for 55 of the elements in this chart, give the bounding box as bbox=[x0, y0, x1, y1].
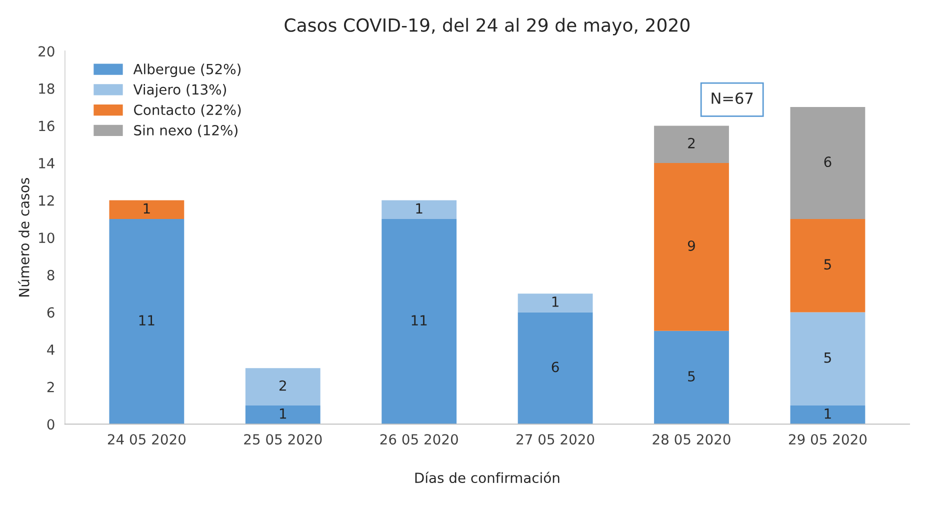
bar bbox=[109, 218, 184, 424]
x-axis-title: Días de confirmación bbox=[415, 472, 560, 484]
data-label: 2 bbox=[688, 138, 695, 148]
bar bbox=[382, 218, 457, 424]
bar bbox=[790, 107, 866, 219]
bar bbox=[109, 200, 184, 219]
data-label: 5 bbox=[824, 352, 831, 363]
y-tick-label: 4 bbox=[47, 344, 54, 355]
data-label: 1 bbox=[144, 203, 150, 214]
bar bbox=[654, 330, 729, 424]
bar bbox=[518, 312, 593, 424]
annotation: N=67 bbox=[712, 92, 753, 104]
legend-label: Contacto (22%) bbox=[134, 104, 241, 117]
bar bbox=[790, 218, 866, 312]
x-tick-label: 27 05 2020 bbox=[516, 434, 594, 445]
legend-label: Sin nexo (12%) bbox=[134, 124, 238, 138]
bar bbox=[382, 200, 457, 219]
x-tick-label: 29 05 2020 bbox=[788, 434, 867, 445]
legend-label: Viajero (13%) bbox=[133, 84, 226, 98]
x-tick-label: 28 05 2020 bbox=[652, 434, 730, 445]
y-axis-title: Número de casos bbox=[18, 178, 30, 296]
y-tick-label: 12 bbox=[39, 195, 54, 206]
legend-label: Albergue (52%) bbox=[133, 64, 241, 78]
y-tick-label: 6 bbox=[47, 307, 54, 318]
x-tick-label: 24 05 2020 bbox=[108, 434, 186, 445]
chart-title: Casos COVID-19, del 24 al 29 de mayo, 2020 bbox=[284, 18, 690, 36]
data-label: 5 bbox=[688, 371, 695, 382]
bar bbox=[654, 163, 729, 331]
data-label: 5 bbox=[824, 259, 831, 270]
bar bbox=[245, 405, 320, 424]
bar bbox=[245, 368, 320, 406]
data-label: 6 bbox=[824, 156, 832, 168]
data-label: 2 bbox=[279, 380, 286, 391]
y-tick-label: 2 bbox=[47, 382, 54, 392]
y-tick-label: 8 bbox=[47, 270, 54, 280]
data-label: 9 bbox=[688, 240, 695, 251]
bar bbox=[790, 405, 866, 424]
bar bbox=[654, 126, 729, 164]
data-label: 11 bbox=[139, 315, 154, 326]
y-tick-label: 16 bbox=[39, 120, 54, 132]
bar bbox=[518, 294, 593, 312]
y-tick-label: 10 bbox=[39, 232, 54, 244]
data-label: 1 bbox=[552, 296, 558, 307]
data-label: 1 bbox=[416, 203, 422, 214]
y-tick-label: 0 bbox=[47, 419, 54, 430]
data-label: 1 bbox=[280, 408, 286, 419]
data-label: 1 bbox=[824, 408, 831, 419]
y-tick-label: 20 bbox=[38, 46, 54, 57]
data-label: 11 bbox=[412, 315, 427, 326]
data-label: 6 bbox=[552, 362, 559, 372]
y-tick-label: 14 bbox=[39, 158, 54, 168]
x-tick-label: 25 05 2020 bbox=[244, 434, 322, 445]
bar bbox=[790, 312, 866, 406]
y-tick-label: 18 bbox=[39, 83, 54, 94]
x-tick-label: 26 05 2020 bbox=[380, 434, 458, 445]
